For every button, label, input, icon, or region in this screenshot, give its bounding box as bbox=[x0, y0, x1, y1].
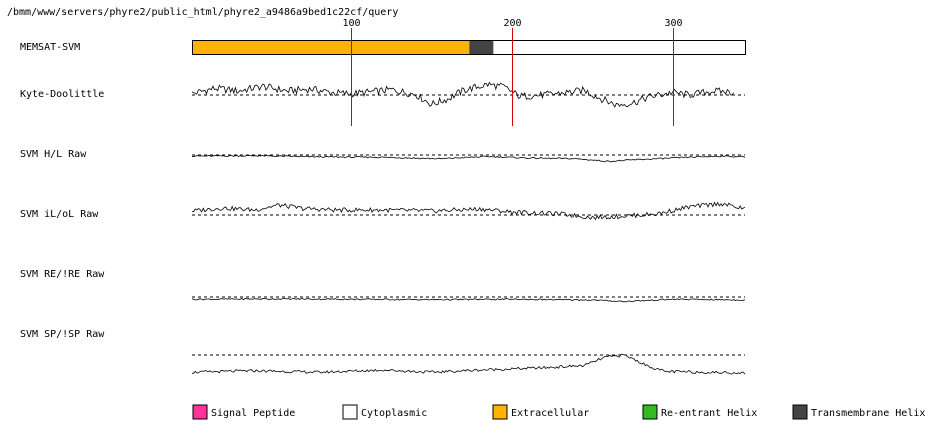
svg-text:100: 100 bbox=[342, 18, 360, 29]
legend: Signal Peptide Cytoplasmic Extracellular… bbox=[192, 404, 925, 420]
track-label-kyte-doolittle: Kyte-Doolittle bbox=[20, 89, 104, 100]
legend-swatch-reentrant-helix bbox=[642, 404, 658, 420]
track-label-memsat: MEMSAT-SVM bbox=[20, 42, 80, 53]
profile-line-svm_hl bbox=[191, 154, 746, 163]
profile-svm_ilol bbox=[191, 201, 746, 221]
legend-label-cytoplasmic: Cytoplasmic bbox=[361, 408, 427, 419]
profile-line-svm_sp bbox=[191, 353, 746, 375]
profile-svm_re bbox=[191, 296, 746, 303]
legend-label-signal-peptide: Signal Peptide bbox=[211, 408, 295, 419]
tick-label-100: 100 bbox=[342, 18, 360, 29]
legend-item-reentrant-helix: Re-entrant Helix bbox=[642, 404, 757, 420]
memsat-bar-outline bbox=[192, 40, 746, 55]
position-markers bbox=[351, 28, 674, 126]
memsat-segment-extracellular bbox=[192, 40, 470, 55]
track-label-svm-re: SVM RE/!RE Raw bbox=[20, 269, 105, 280]
legend-swatch-transmembrane-helix bbox=[792, 404, 808, 420]
profile-svm_hl bbox=[191, 154, 746, 163]
query-path: /bmm/www/servers/phyre2/public_html/phyr… bbox=[7, 7, 398, 18]
legend-item-extracellular: Extracellular bbox=[492, 404, 589, 420]
legend-item-transmembrane-helix: Transmembrane Helix bbox=[792, 404, 925, 420]
legend-swatch-signal-peptide bbox=[192, 404, 208, 420]
svg-text:300: 300 bbox=[664, 18, 682, 29]
svg-text:200: 200 bbox=[503, 18, 521, 29]
profile-plots bbox=[191, 81, 746, 375]
profile-kd bbox=[191, 81, 745, 108]
legend-swatch-cytoplasmic bbox=[342, 404, 358, 420]
track-label-svm-ilol: SVM iL/oL Raw bbox=[20, 209, 99, 220]
profile-line-svm_ilol bbox=[191, 201, 746, 221]
legend-label-extracellular: Extracellular bbox=[511, 408, 589, 419]
profile-svm_sp bbox=[191, 353, 746, 375]
track-label-svm-hl: SVM H/L Raw bbox=[20, 149, 87, 160]
memsat-segment-cytoplasmic bbox=[493, 40, 745, 55]
track-label-svm-sp: SVM SP/!SP Raw bbox=[20, 329, 105, 340]
profile-line-svm_re bbox=[191, 297, 746, 303]
legend-item-signal-peptide: Signal Peptide bbox=[192, 404, 295, 420]
tick-label-300: 300 bbox=[664, 18, 682, 29]
legend-item-cytoplasmic: Cytoplasmic bbox=[342, 404, 427, 420]
legend-swatch-extracellular bbox=[492, 404, 508, 420]
tick-label-200: 200 bbox=[503, 18, 521, 29]
memsat-bar bbox=[192, 40, 746, 55]
memsat-segment-transmembrane bbox=[469, 40, 494, 55]
legend-label-reentrant-helix: Re-entrant Helix bbox=[661, 408, 757, 419]
legend-label-transmembrane-helix: Transmembrane Helix bbox=[811, 408, 925, 419]
profile-line-kd bbox=[191, 81, 735, 108]
